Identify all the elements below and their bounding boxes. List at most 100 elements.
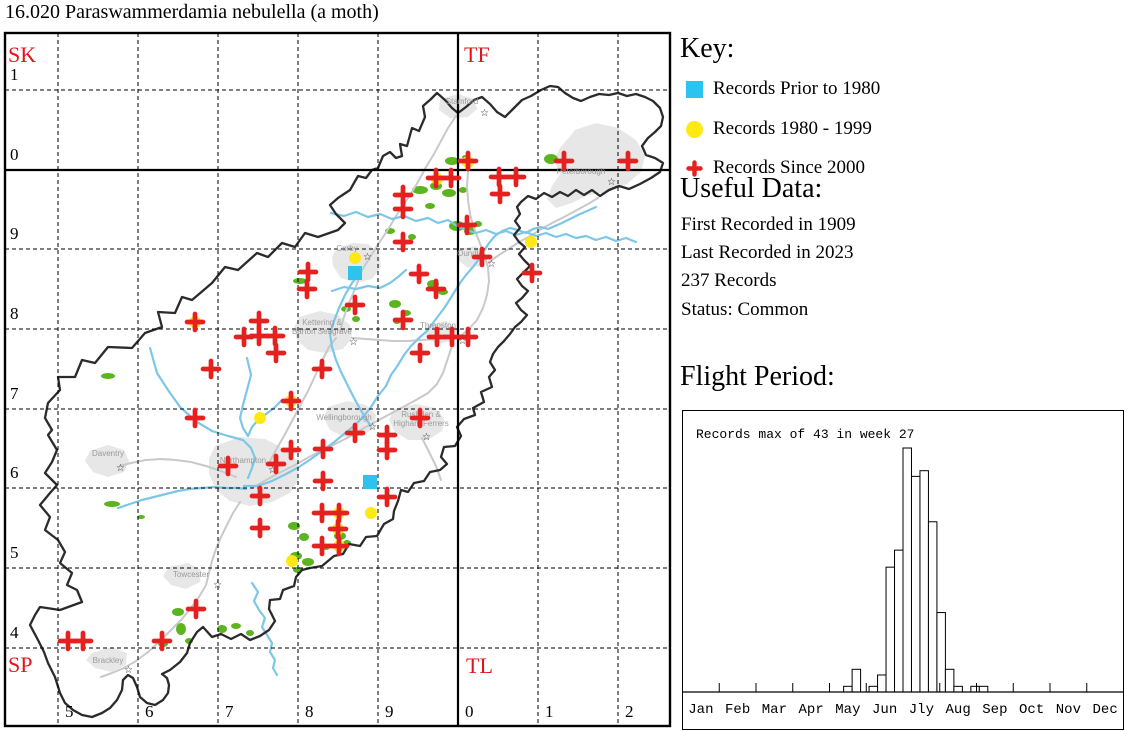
histogram-annotation: Records max of 43 in week 27 xyxy=(696,427,914,442)
legend-item-prior-1980: Records Prior to 1980 xyxy=(686,78,880,100)
easting-label: 1 xyxy=(545,702,554,721)
week-bar xyxy=(978,685,989,693)
record-cross-marker xyxy=(488,166,510,188)
record-count-line: 237 Records xyxy=(681,270,777,291)
week-bar xyxy=(894,549,904,693)
northing-label: 5 xyxy=(10,543,19,562)
legend-item-1980-1999: Records 1980 - 1999 xyxy=(686,118,872,140)
town-label: Brackley xyxy=(93,656,124,665)
town-label: Thrapston xyxy=(420,321,456,330)
week-bar xyxy=(944,668,955,693)
town-label: Daventry xyxy=(92,449,124,458)
record-cross-marker xyxy=(344,422,366,444)
record-cross-marker xyxy=(327,518,349,540)
easting-label: 6 xyxy=(145,702,154,721)
town-label: Towcester xyxy=(173,570,209,579)
month-tick-label: Feb xyxy=(725,702,750,718)
record-circle-marker xyxy=(525,236,537,248)
record-cross-marker xyxy=(249,485,271,507)
week-bar xyxy=(851,668,862,693)
record-cross-marker xyxy=(553,150,575,172)
record-cross-marker xyxy=(184,407,206,429)
record-cross-marker xyxy=(312,470,334,492)
record-cross-marker xyxy=(280,439,302,461)
record-cross-marker xyxy=(505,166,527,188)
square-marker-icon xyxy=(686,80,703,98)
grid-letter: SK xyxy=(8,42,36,67)
key-heading: Key: xyxy=(680,33,735,64)
record-cross-marker xyxy=(200,358,222,380)
town-label: Wellingborough xyxy=(316,413,371,422)
month-tick-label: Jun xyxy=(872,702,897,718)
week-bar xyxy=(953,685,963,693)
record-cross-marker xyxy=(249,517,271,539)
first-recorded-line: First Recorded in 1909 xyxy=(681,214,856,235)
urban-areas xyxy=(85,94,645,672)
week-bar xyxy=(970,685,980,693)
flight-period-heading: Flight Period: xyxy=(680,361,835,392)
legend-label: Records Since 2000 xyxy=(713,157,865,178)
record-cross-marker xyxy=(440,167,462,189)
record-cross-marker xyxy=(280,390,302,412)
flight-period-histogram: Records max of 43 in week 27 Jan Feb Mar Apr… xyxy=(682,410,1124,730)
northing-label: 4 xyxy=(10,623,19,642)
record-cross-marker xyxy=(264,325,286,347)
record-cross-marker xyxy=(376,486,398,508)
record-cross-marker xyxy=(297,261,319,283)
month-axis: Jan Feb Mar Apr May Jun Jly Aug Sep Oct Nov Dec xyxy=(682,683,1124,718)
town-label: Northampton xyxy=(220,456,266,465)
record-cross-marker xyxy=(151,630,173,652)
record-cross-marker xyxy=(296,278,318,300)
town-label: Stamford xyxy=(446,97,478,106)
town-star-icon: ☆ xyxy=(124,665,133,676)
week-bar xyxy=(936,612,946,693)
month-tick-label: Jan xyxy=(688,702,713,718)
town-star-icon: ☆ xyxy=(349,337,358,348)
record-cross-marker xyxy=(311,358,333,380)
month-tick-label: Nov xyxy=(1056,702,1081,718)
record-square-marker xyxy=(363,475,377,489)
record-cross-marker xyxy=(441,326,463,348)
record-cross-marker xyxy=(456,214,478,236)
northing-label: 6 xyxy=(10,463,19,482)
record-cross-marker xyxy=(425,278,447,300)
record-cross-marker xyxy=(328,535,350,557)
town-label: Corby xyxy=(336,244,357,253)
record-cross-marker xyxy=(617,150,639,172)
record-circle-marker xyxy=(254,412,266,424)
record-cross-marker xyxy=(72,630,94,652)
week-bar xyxy=(877,674,887,693)
town-star-icon: ☆ xyxy=(363,252,372,263)
record-cross-marker xyxy=(344,294,366,316)
month-tick-label: Sep xyxy=(982,702,1007,718)
records-since-2000-markers xyxy=(57,150,639,652)
northing-label: 9 xyxy=(10,224,19,243)
week-bar xyxy=(843,685,853,693)
record-cross-marker xyxy=(521,262,543,284)
record-cross-marker xyxy=(217,455,239,477)
grid-letter: TL xyxy=(466,653,493,678)
record-cross-marker xyxy=(328,502,350,524)
month-tick-label: May xyxy=(835,702,860,718)
record-cross-marker xyxy=(185,598,207,620)
month-tick-label: Jly xyxy=(909,702,934,718)
record-cross-marker xyxy=(392,231,414,253)
status-line: Status: Common xyxy=(681,299,809,320)
week-bar xyxy=(919,470,929,693)
town-star-icon: ☆ xyxy=(368,422,377,433)
town-label: Oundle xyxy=(457,249,483,258)
record-circle-marker xyxy=(365,507,377,519)
northing-label: 0 xyxy=(10,145,19,164)
record-cross-marker xyxy=(392,309,414,331)
page-title: 16.020 Paraswammerdamia nebulella (a mot… xyxy=(5,1,379,23)
northing-label: 1 xyxy=(10,65,19,84)
record-cross-marker xyxy=(392,198,414,220)
week-bar xyxy=(868,685,879,693)
easting-label: 8 xyxy=(305,702,314,721)
town-star-icon: ☆ xyxy=(480,108,489,119)
town-star-icon: ☆ xyxy=(268,465,277,476)
record-cross-marker xyxy=(311,535,333,557)
record-cross-marker xyxy=(471,246,493,268)
record-cross-marker xyxy=(409,407,431,429)
